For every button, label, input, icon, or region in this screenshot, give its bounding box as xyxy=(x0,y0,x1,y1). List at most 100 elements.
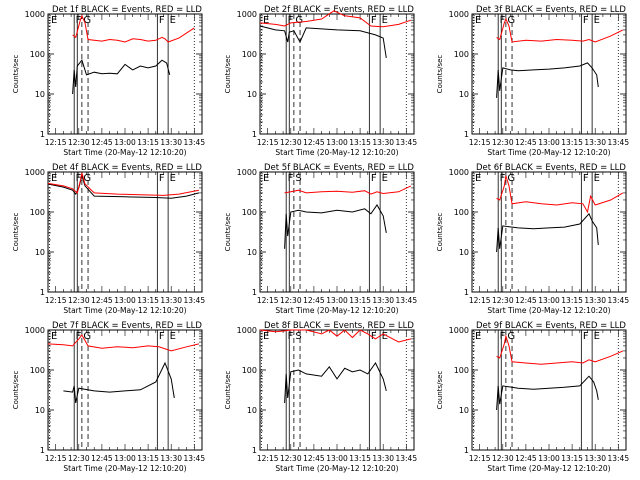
events-series-line xyxy=(72,59,171,95)
marker-label: F xyxy=(288,15,294,26)
x-tick-label: 13:30 xyxy=(372,296,394,305)
marker-label: F xyxy=(371,15,377,26)
marker-label: F xyxy=(583,173,589,184)
x-tick-label: 12:30 xyxy=(68,454,90,463)
y-axis-label: Counts/sec xyxy=(436,213,444,252)
y-tick-label: 1000 xyxy=(237,326,257,335)
panel-det-5: Det 5f BLACK = Events, RED = LLD 1 10 100 10… xyxy=(224,163,417,315)
marker-label: G xyxy=(507,173,515,184)
axis-frame xyxy=(259,13,415,135)
x-tick-label: 13:15 xyxy=(349,296,371,305)
x-tick-label: 13:45 xyxy=(183,296,205,305)
x-axis-label: Start Time (20-May-12 12:10:20) xyxy=(275,148,398,157)
x-tick-label: 12:45 xyxy=(91,454,113,463)
lld-series-line xyxy=(259,10,412,28)
events-series-line xyxy=(47,174,200,199)
x-tick-label: 12:15 xyxy=(45,138,67,147)
y-axis-label: Counts/sec xyxy=(224,213,232,252)
x-tick-label: 13:15 xyxy=(349,138,371,147)
marker-label: E xyxy=(170,15,176,26)
y-tick-label: 1000 xyxy=(449,326,469,335)
panel-title: Det 5f BLACK = Events, RED = LLD xyxy=(264,163,414,173)
marker-label: G xyxy=(507,15,515,26)
x-tick-label: 13:30 xyxy=(160,138,182,147)
panel-title: Det 6f BLACK = Events, RED = LLD xyxy=(476,163,626,173)
marker-label: G xyxy=(83,15,91,26)
y-axis-label: Counts/sec xyxy=(224,55,232,94)
marker-label: F xyxy=(76,331,82,342)
panel-det-6: Det 6f BLACK = Events, RED = LLD 1 10 100 10… xyxy=(436,163,629,315)
x-tick-label: 12:45 xyxy=(515,454,537,463)
x-tick-label: 12:15 xyxy=(469,296,491,305)
marker-label: F xyxy=(159,173,165,184)
marker-label: E xyxy=(51,331,57,342)
y-tick-label: 1000 xyxy=(449,168,469,177)
marker-label: F xyxy=(583,15,589,26)
y-tick-label: 1000 xyxy=(25,326,45,335)
x-axis-label: Start Time (20-May-12 12:10:20) xyxy=(63,148,186,157)
x-tick-label: 13:30 xyxy=(372,138,394,147)
marker-label: S xyxy=(295,173,301,184)
x-tick-label: 13:00 xyxy=(114,454,136,463)
x-axis-label: Start Time (20-May-12 12:10:20) xyxy=(63,464,186,473)
x-tick-label: 12:30 xyxy=(68,138,90,147)
x-axis-label: Start Time (20-May-12 12:10:20) xyxy=(275,464,398,473)
x-tick-label: 12:30 xyxy=(68,296,90,305)
axis-frame xyxy=(47,329,203,451)
x-axis-label: Start Time (20-May-12 12:10:20) xyxy=(487,306,610,315)
panel-title: Det 1f BLACK = Events, RED = LLD xyxy=(52,5,202,15)
x-tick-label: 13:30 xyxy=(160,296,182,305)
y-tick-label: 1 xyxy=(40,446,45,455)
x-tick-label: 13:00 xyxy=(114,296,136,305)
y-tick-label: 100 xyxy=(30,50,45,59)
events-series-line xyxy=(63,361,175,404)
x-tick-label: 13:45 xyxy=(183,138,205,147)
y-tick-label: 1000 xyxy=(237,168,257,177)
y-tick-label: 100 xyxy=(454,366,469,375)
x-tick-label: 12:45 xyxy=(515,138,537,147)
y-tick-label: 10 xyxy=(459,406,469,415)
x-tick-label: 13:00 xyxy=(538,296,560,305)
lld-series-line xyxy=(496,17,624,43)
y-tick-label: 100 xyxy=(242,208,257,217)
y-axis-label: Counts/sec xyxy=(224,371,232,410)
marker-label: F xyxy=(288,331,294,342)
x-tick-label: 12:30 xyxy=(280,138,302,147)
y-tick-label: 10 xyxy=(459,90,469,99)
x-tick-label: 13:45 xyxy=(395,296,417,305)
marker-label: F xyxy=(500,331,506,342)
marker-label: E xyxy=(594,173,600,184)
lld-series-line xyxy=(47,334,200,352)
marker-label: E xyxy=(475,331,481,342)
marker-label: G xyxy=(83,331,91,342)
x-tick-label: 12:45 xyxy=(303,138,325,147)
x-tick-label: 13:30 xyxy=(584,138,606,147)
marker-label: E xyxy=(51,173,57,184)
lld-series-line xyxy=(47,172,199,196)
x-tick-label: 13:00 xyxy=(326,454,348,463)
lld-series-line xyxy=(72,14,195,43)
x-tick-label: 12:45 xyxy=(303,296,325,305)
marker-label: F xyxy=(371,331,377,342)
y-tick-label: 10 xyxy=(35,406,45,415)
y-tick-label: 100 xyxy=(454,208,469,217)
x-tick-label: 12:15 xyxy=(45,296,67,305)
y-tick-label: 100 xyxy=(30,366,45,375)
events-series-line xyxy=(496,212,599,253)
x-tick-label: 12:30 xyxy=(280,296,302,305)
x-tick-label: 13:30 xyxy=(160,454,182,463)
marker-label: E xyxy=(382,331,388,342)
y-tick-label: 1 xyxy=(252,130,257,139)
x-axis-label: Start Time (20-May-12 12:10:20) xyxy=(275,306,398,315)
panel-det-4: Det 4f BLACK = Events, RED = LLD 1 10 100 10… xyxy=(12,163,205,315)
y-tick-label: 1 xyxy=(40,288,45,297)
x-tick-label: 12:45 xyxy=(91,296,113,305)
marker-label: E xyxy=(51,15,57,26)
panel-det-7: Det 7f BLACK = Events, RED = LLD 1 10 100 10… xyxy=(12,321,205,473)
axis-frame xyxy=(471,171,627,293)
x-tick-label: 12:15 xyxy=(257,296,279,305)
y-axis-label: Counts/sec xyxy=(436,371,444,410)
x-axis-label: Start Time (20-May-12 12:10:20) xyxy=(487,464,610,473)
panel-title: Det 7f BLACK = Events, RED = LLD xyxy=(52,321,202,331)
